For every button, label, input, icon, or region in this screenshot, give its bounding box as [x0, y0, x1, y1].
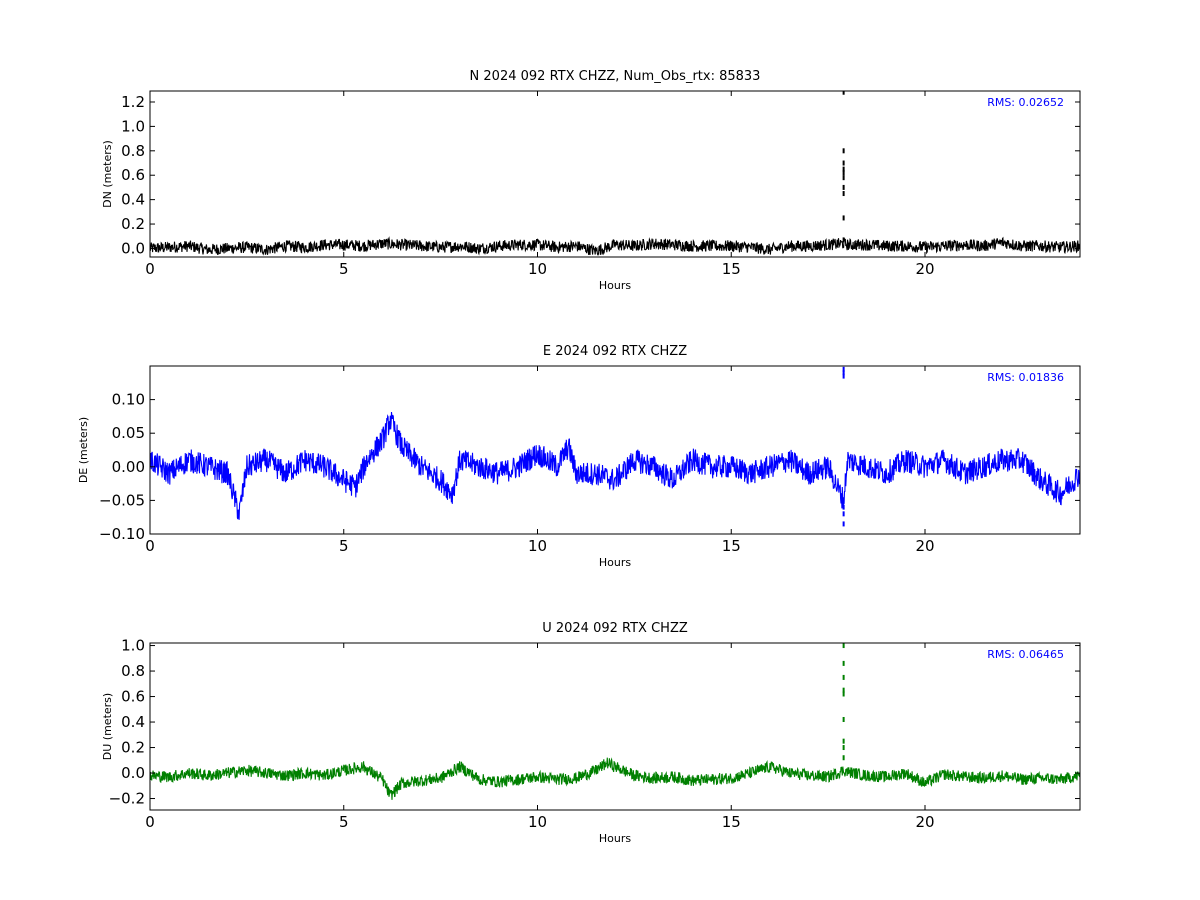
- rms-annotation: RMS: 0.06465: [987, 648, 1064, 661]
- spike-point: [842, 148, 845, 154]
- y-tick-label: 0.8: [121, 662, 145, 680]
- spike-point: [842, 175, 845, 181]
- x-tick-label: 20: [915, 537, 934, 555]
- spike-point: [842, 745, 845, 751]
- x-tick-label: 5: [339, 260, 349, 278]
- y-tick-label: 0.6: [121, 688, 145, 706]
- spike-point: [842, 755, 845, 761]
- spike-point: [842, 674, 845, 680]
- spike-point: [842, 191, 845, 197]
- y-tick-label: 1.0: [121, 637, 145, 655]
- x-tick-label: 15: [722, 260, 741, 278]
- axes-frame: [149, 642, 1081, 811]
- x-tick-label: 5: [339, 813, 349, 831]
- rms-annotation: RMS: 0.02652: [987, 96, 1064, 109]
- y-axis-label: DE (meters): [77, 417, 90, 483]
- spike-point: [842, 738, 845, 744]
- panel-title: U 2024 092 RTX CHZZ: [542, 621, 688, 636]
- x-tick-label: 0: [145, 813, 155, 831]
- y-tick-label: 0.2: [121, 739, 145, 757]
- y-tick-label: 1.0: [121, 117, 145, 135]
- y-tick-label: 0.0: [121, 239, 145, 257]
- y-tick-label: 1.2: [121, 93, 145, 111]
- y-tick-label: 0.00: [112, 458, 145, 476]
- x-axis-label: Hours: [599, 556, 631, 569]
- x-tick-label: 10: [528, 537, 547, 555]
- panel-title: N 2024 092 RTX CHZZ, Num_Obs_rtx: 85833: [470, 69, 761, 84]
- spike-point: [842, 511, 845, 517]
- panel-1: 0 5 10 15 20 0.0 0.2 0.4 0.6 0.8 1.0 1.2 N 2024 092 …: [101, 69, 1081, 292]
- spike-point: [842, 91, 845, 95]
- x-tick-label: 10: [528, 813, 547, 831]
- series-line: [150, 757, 1080, 800]
- spike-point: [842, 184, 845, 190]
- y-tick-label: 0.4: [121, 713, 145, 731]
- spike-point: [842, 373, 845, 379]
- y-tick-label: 0.2: [121, 215, 145, 233]
- panel-title: E 2024 092 RTX CHZZ: [543, 344, 687, 359]
- y-tick-label: 0.6: [121, 166, 145, 184]
- series-line: [150, 236, 1080, 256]
- y-tick-label: −0.10: [99, 525, 145, 543]
- x-axis-label: Hours: [599, 832, 631, 845]
- axes-frame: [149, 365, 1081, 535]
- x-tick-label: 5: [339, 537, 349, 555]
- x-tick-label: 0: [145, 537, 155, 555]
- y-tick-label: 0.10: [112, 391, 145, 409]
- x-tick-label: 10: [528, 260, 547, 278]
- spike-point: [842, 166, 845, 172]
- spike-point: [842, 691, 845, 697]
- spike-point: [842, 170, 845, 176]
- axes-frame: [149, 90, 1081, 258]
- spike-point: [842, 660, 845, 666]
- spike-point: [842, 370, 845, 376]
- panel-3: 0 5 10 15 20 −0.2 0.0 0.2 0.4 0.6 0.8 1.0 U 2024 092…: [101, 621, 1081, 845]
- y-tick-label: 0.8: [121, 142, 145, 160]
- x-tick-label: 15: [722, 813, 741, 831]
- spike-point: [842, 687, 845, 693]
- x-tick-label: 20: [915, 813, 934, 831]
- spike-point: [842, 160, 845, 166]
- spike-point: [842, 643, 845, 649]
- spike-point: [842, 521, 845, 527]
- spike-point: [842, 366, 845, 372]
- spike-point: [842, 716, 845, 722]
- y-tick-label: 0.05: [112, 424, 145, 442]
- y-axis-label: DU (meters): [101, 693, 114, 760]
- y-tick-label: −0.05: [99, 491, 145, 509]
- y-tick-label: 0.0: [121, 764, 145, 782]
- x-tick-label: 20: [915, 260, 934, 278]
- panel-2: 0 5 10 15 20 −0.10 −0.05 0.00 0.05 0.10 E 2024 092…: [77, 344, 1081, 569]
- x-tick-label: 0: [145, 260, 155, 278]
- x-tick-label: 15: [722, 537, 741, 555]
- spike-point: [842, 215, 845, 221]
- y-axis-label: DN (meters): [101, 140, 114, 208]
- spike-point: [842, 504, 845, 510]
- series-line: [150, 411, 1080, 520]
- spike-point: [842, 237, 845, 243]
- y-tick-label: 0.4: [121, 191, 145, 209]
- rms-annotation: RMS: 0.01836: [987, 371, 1064, 384]
- x-axis-label: Hours: [599, 279, 631, 292]
- y-tick-label: −0.2: [109, 790, 145, 808]
